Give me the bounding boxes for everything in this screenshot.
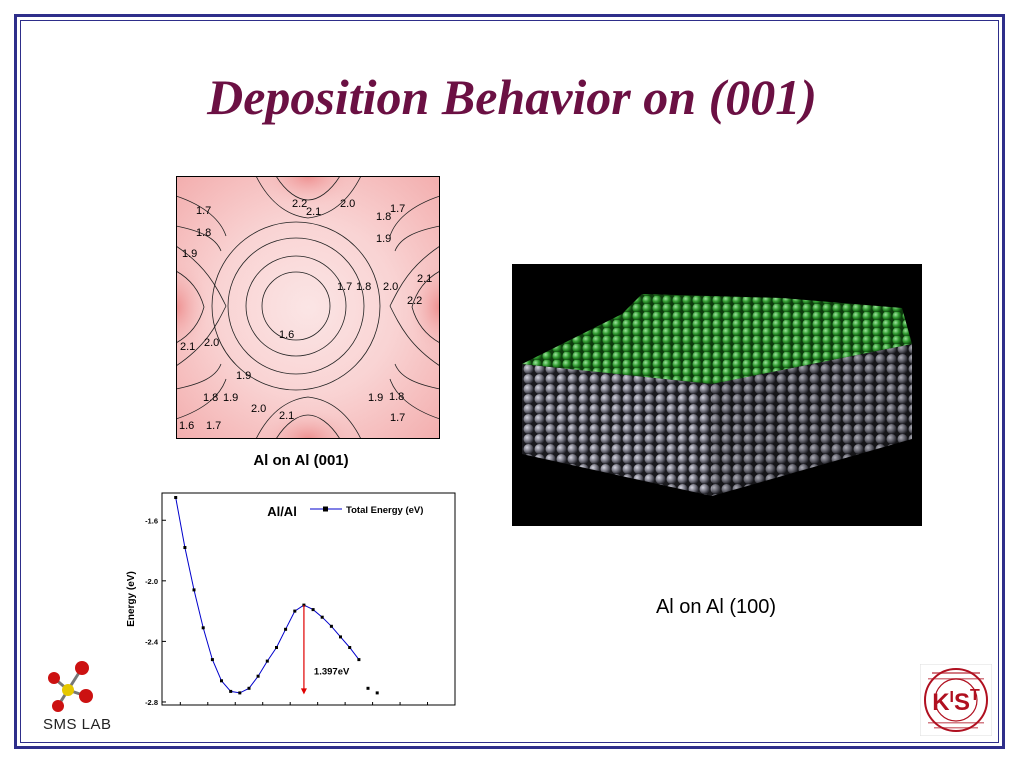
- contour-label: 1.9: [223, 392, 238, 404]
- data-point: [275, 646, 278, 649]
- contour-label: 2.2: [292, 198, 307, 210]
- chart-title: Al/Al: [267, 504, 297, 519]
- contour-label: 2.1: [306, 206, 321, 218]
- kist-seal: KIST: [920, 664, 992, 736]
- deposition-simulation-image: [512, 264, 922, 526]
- contour-label: 1.8: [376, 211, 391, 223]
- data-point: [238, 691, 242, 695]
- data-point: [210, 658, 214, 662]
- contour-label: 1.7: [390, 203, 405, 215]
- y-axis-label: Energy (eV): [126, 571, 137, 627]
- molecule-icon: [48, 661, 93, 712]
- contour-label: 1.7: [206, 420, 221, 432]
- contour-label: 1.7: [196, 205, 211, 217]
- sms-lab-label: SMS LAB: [43, 716, 112, 733]
- legend: Total Energy (eV): [310, 505, 423, 516]
- contour-label: 1.9: [368, 392, 383, 404]
- data-point: [311, 608, 315, 612]
- contour-label: 2.1: [417, 273, 432, 285]
- contour-label: 2.0: [383, 281, 398, 293]
- contour-label: 1.8: [203, 392, 218, 404]
- barrier-annotation: 1.397eV: [314, 667, 350, 678]
- caption-al-100: Al on Al (100): [655, 596, 777, 618]
- plot-frame: [161, 492, 456, 706]
- contour-label: 2.0: [251, 403, 266, 415]
- data-point: [348, 646, 352, 649]
- data-point: [329, 624, 333, 628]
- caption-al-001: Al on Al (001): [253, 452, 349, 469]
- data-point: [247, 686, 251, 690]
- data-point: [366, 686, 370, 690]
- contour-label: 1.7: [337, 281, 352, 293]
- energy-barrier-arrow: [300, 605, 307, 695]
- contour-label: 2.2: [407, 295, 422, 307]
- energy-chart: Energy (eV) Al/Al Total Energy (eV) -1.6…: [126, 492, 456, 707]
- contour-label: 1.9: [376, 233, 391, 245]
- data-point: [320, 615, 324, 619]
- contour-label: 2.1: [279, 410, 294, 422]
- y-tick-label: -2.4: [145, 637, 159, 646]
- contour-label: 1.9: [182, 248, 197, 260]
- data-point: [293, 609, 297, 613]
- legend-label: Total Energy (eV): [346, 505, 423, 516]
- contour-label: 1.8: [356, 281, 371, 293]
- data-point: [192, 588, 196, 592]
- y-tick-label: -2.8: [145, 698, 158, 707]
- data-point: [183, 546, 187, 549]
- data-point: [174, 496, 178, 499]
- data-point: [265, 659, 269, 663]
- contour-label: 1.8: [196, 227, 211, 239]
- contour-label: 2.0: [340, 198, 355, 210]
- contour-label: 1.6: [279, 329, 294, 341]
- data-point: [284, 627, 288, 631]
- contour-plot: 1.7 2.2 2.1 2.0 1.8 1.7 1.8 1.9 1.9 2.1 …: [176, 176, 440, 439]
- data-point: [339, 635, 342, 639]
- slide-border-inner: [20, 20, 999, 743]
- contour-label: 2.0: [204, 337, 219, 349]
- data-point: [220, 679, 223, 683]
- slide-border-outer: [14, 14, 1005, 749]
- contour-label: 1.8: [389, 391, 404, 403]
- data-point: [201, 626, 205, 630]
- y-tick-label: -1.6: [145, 516, 158, 525]
- contour-label: 2.1: [180, 341, 195, 353]
- data-point: [357, 658, 361, 662]
- data-point: [229, 689, 233, 693]
- y-tick-label: -2.0: [145, 577, 158, 586]
- slide-title: Deposition Behavior on (001): [207, 69, 817, 125]
- data-point: [375, 691, 379, 695]
- data-point: [256, 674, 260, 678]
- contour-label: 1.7: [390, 412, 405, 424]
- contour-label: 1.9: [236, 370, 251, 382]
- contour-label: 1.6: [179, 420, 194, 432]
